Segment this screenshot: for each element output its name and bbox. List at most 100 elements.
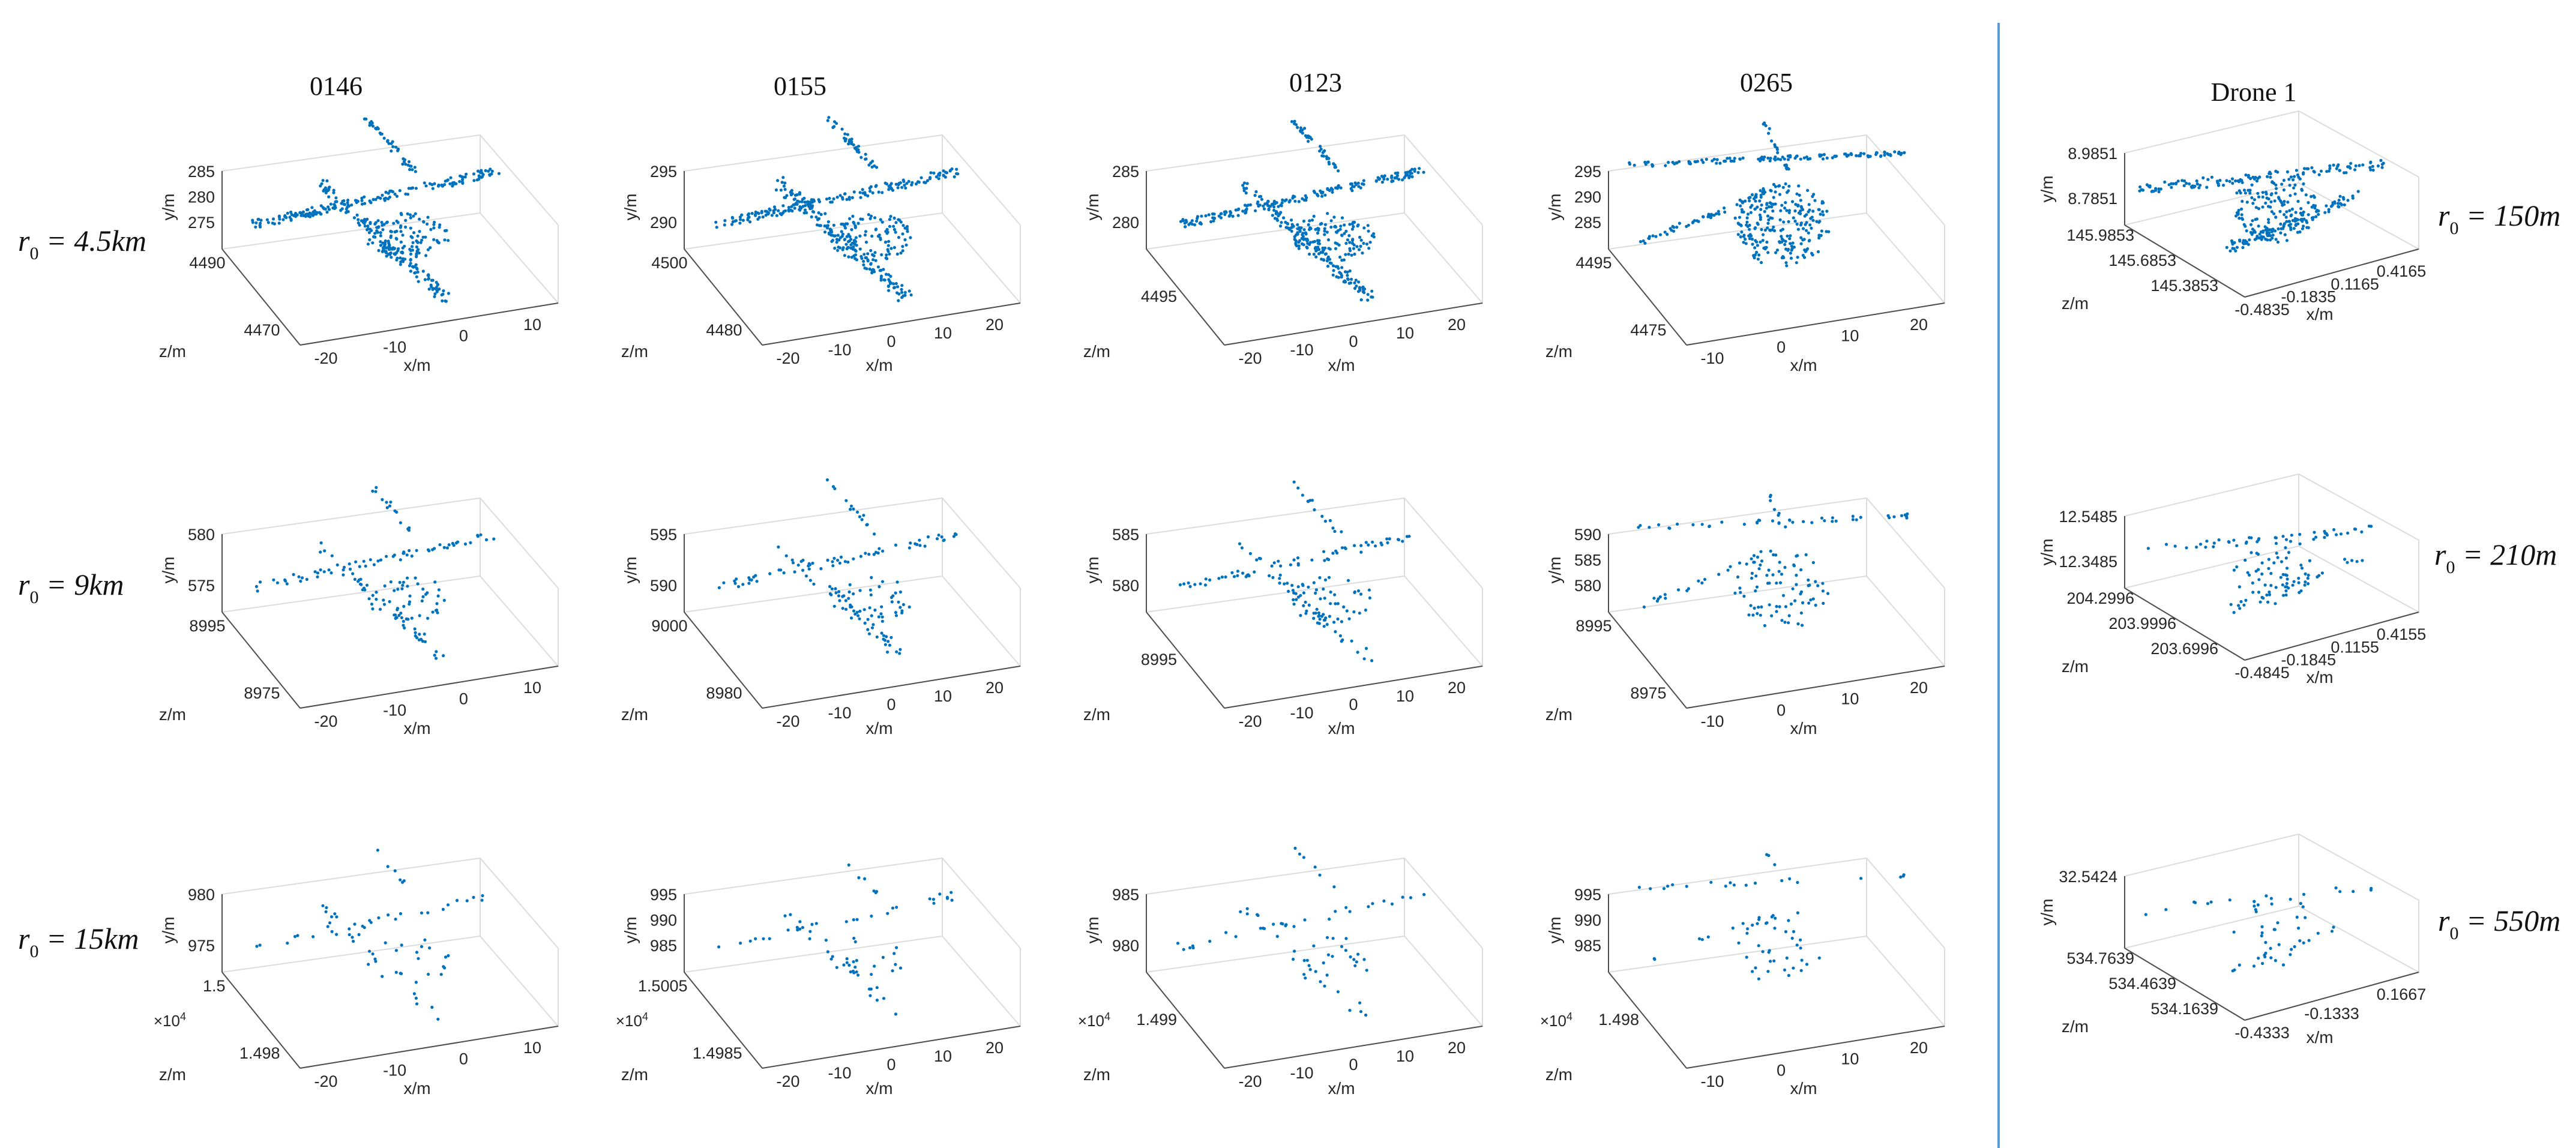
scatter-point <box>860 518 864 521</box>
scatter-point <box>437 183 441 187</box>
scatter-point <box>903 290 907 294</box>
scatter-point <box>477 177 481 181</box>
scatter-point <box>2323 211 2327 214</box>
scatter-point <box>2297 581 2301 585</box>
scatter-point <box>1754 966 1757 970</box>
scatter-point <box>1319 597 1322 601</box>
y-tick-label: 995 <box>650 886 677 904</box>
scatter-point <box>1729 565 1732 568</box>
scatter-point <box>1785 167 1789 171</box>
scatter-point <box>376 219 380 223</box>
scatter-point <box>1785 264 1789 268</box>
scatter-point <box>422 220 426 224</box>
scatter-point <box>414 212 417 215</box>
scatter-point <box>2274 215 2278 219</box>
scatter-point <box>1340 620 1343 624</box>
scatter-point <box>1757 253 1761 257</box>
y-tick-label: 285 <box>1112 163 1139 181</box>
scatter-point <box>826 224 829 227</box>
z-tick-label: 8995 <box>1575 617 1612 635</box>
scatter-point <box>836 559 840 562</box>
scatter-point <box>2228 179 2231 183</box>
scatter-point <box>1279 564 1283 568</box>
scatter-point <box>2234 249 2237 253</box>
scatter-point <box>1359 544 1363 547</box>
scatter-point <box>413 627 417 631</box>
scatter-point <box>420 945 424 948</box>
scatter-point <box>406 163 410 167</box>
scatter-point <box>1855 518 1858 521</box>
scatter-point <box>913 542 917 545</box>
scatter-point <box>2297 577 2301 580</box>
scatter-point <box>481 173 485 176</box>
scatter-point <box>2157 190 2161 194</box>
scatter-point <box>442 965 445 969</box>
scatter-point <box>2255 217 2259 221</box>
scatter-point <box>1234 935 1238 939</box>
scatter-point <box>2263 583 2267 587</box>
scatter-point <box>847 590 851 594</box>
x-axis <box>1224 666 1483 709</box>
scatter-point <box>1301 197 1304 200</box>
scatter-point <box>750 212 754 215</box>
scatter-point <box>873 609 877 612</box>
scatter-point <box>431 610 435 614</box>
scatter-point <box>1822 201 1825 205</box>
scatter-point <box>376 196 381 199</box>
scatter-point <box>2336 164 2340 168</box>
scatter-point <box>2335 533 2338 536</box>
scatter-point <box>1372 232 1376 236</box>
scatter-point <box>2302 941 2305 945</box>
z-axis <box>221 972 301 1069</box>
scatter-point <box>1352 247 1356 250</box>
scatter-point <box>1795 154 1799 158</box>
scatter-point <box>381 248 385 252</box>
scatter-point <box>1745 562 1748 566</box>
scatter-point <box>1304 976 1307 980</box>
scatter-point <box>850 142 853 145</box>
scatter-point <box>1687 223 1690 227</box>
scatter-point <box>306 208 310 211</box>
scatter-point <box>1799 242 1803 245</box>
scatter-point <box>254 225 257 229</box>
x-tick-label: 10 <box>1841 690 1859 708</box>
scatter-point <box>804 574 808 578</box>
scatter-point <box>319 212 323 216</box>
scatter-point <box>888 643 891 647</box>
scatter-point <box>1780 256 1784 260</box>
scatter-point <box>1651 164 1655 167</box>
scatter-point <box>298 211 302 214</box>
scatter-point <box>784 209 787 212</box>
scatter-point <box>856 510 859 514</box>
y-axis-label: y/m <box>1545 556 1564 583</box>
scatter-point <box>2369 168 2373 172</box>
scatter-point <box>900 185 904 189</box>
scatter-point <box>439 973 443 976</box>
scatter-point <box>1769 229 1772 232</box>
scatter-point <box>390 142 393 145</box>
scatter-point <box>2284 538 2289 541</box>
scatter-point <box>2140 188 2143 191</box>
z-axis-multiplier: ×104 <box>616 1011 648 1030</box>
scatter-point <box>1312 616 1316 620</box>
scatter-point <box>2269 956 2273 960</box>
scatter-point <box>1799 946 1802 950</box>
z-axis-label: z/m <box>1083 705 1110 724</box>
scatter-point <box>357 218 360 221</box>
scatter-point <box>854 236 858 239</box>
scatter-point <box>1317 611 1320 615</box>
scatter-point <box>2302 182 2305 185</box>
scatter-point <box>1256 913 1260 918</box>
x-axis <box>2244 248 2419 298</box>
scatter-point <box>1765 240 1769 244</box>
scatter-point <box>1902 873 1906 877</box>
y-tick-label: 585 <box>1574 551 1601 569</box>
scatter-point <box>2272 181 2276 185</box>
scatter-point <box>845 197 849 201</box>
scatter-point <box>2338 194 2342 198</box>
scatter-point <box>1757 567 1761 571</box>
scatter-point <box>1353 964 1357 967</box>
scatter-point <box>2316 931 2320 935</box>
scatter-point <box>1304 600 1307 604</box>
scatter-point <box>1795 943 1799 947</box>
